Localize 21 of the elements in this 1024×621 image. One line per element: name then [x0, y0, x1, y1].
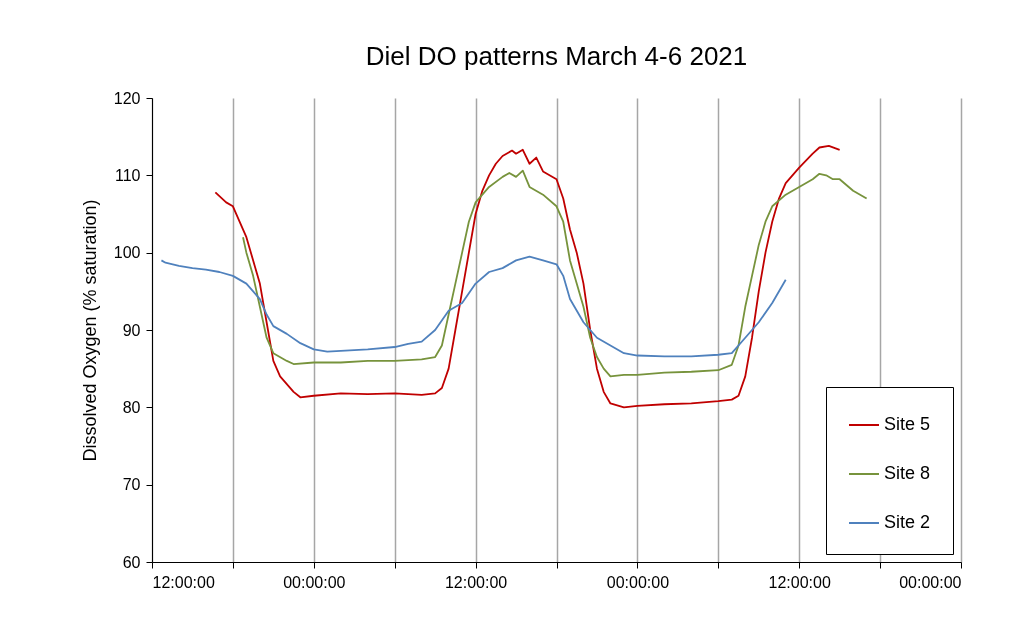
y-tick-label: 70 — [122, 476, 141, 494]
y-tick-label: 80 — [122, 398, 141, 416]
line-series — [242, 169, 868, 378]
x-tick-label: 00:00:00 — [899, 573, 962, 591]
legend-label: Site 2 — [884, 512, 931, 532]
chart-title: Diel DO patterns March 4-6 2021 — [365, 41, 748, 71]
line-series — [214, 145, 841, 409]
x-tick-label: 12:00:00 — [152, 573, 215, 591]
line-series — [160, 255, 787, 358]
legend-label: Site 5 — [884, 414, 931, 434]
y-axis-title: Dissolved Oxygen (% saturation) — [79, 199, 100, 462]
x-tick-label: 00:00:00 — [606, 573, 670, 591]
y-tick-label: 100 — [113, 244, 141, 262]
y-tick-label: 60 — [122, 553, 141, 571]
x-tick-label: 12:00:00 — [444, 573, 508, 591]
x-tick-label: 12:00:00 — [768, 573, 831, 591]
y-tick-label: 110 — [114, 166, 141, 184]
x-tick-label: 00:00:00 — [283, 573, 346, 591]
y-tick-label: 90 — [122, 321, 141, 339]
legend-label: Site 8 — [884, 463, 931, 483]
y-tick-label: 120 — [113, 89, 141, 107]
